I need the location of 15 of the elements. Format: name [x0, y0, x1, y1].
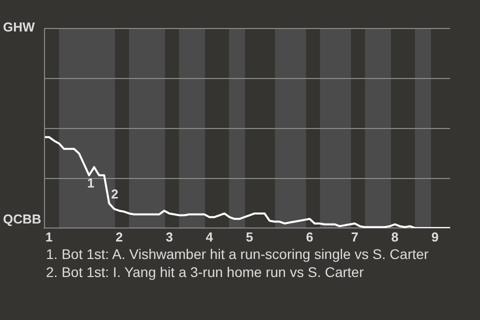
x-tick-label: 9: [431, 229, 439, 244]
x-tick-label: 4: [206, 229, 214, 244]
text: QCBB: [3, 212, 42, 227]
x-tick-label: 6: [306, 229, 314, 244]
x-tick-label: 3: [166, 229, 173, 244]
x-tick-label: 8: [391, 229, 398, 244]
annotation: 2: [111, 186, 118, 202]
x-tick-label: 5: [246, 229, 254, 244]
text: 2. Bot 1st: I. Yang hit a 3-run home run vs S. Carter: [46, 263, 365, 281]
annotation: 1: [87, 175, 94, 190]
x-tick-label: 2: [116, 229, 123, 244]
x-tick-label: 1: [45, 229, 53, 244]
text: 1. Bot 1st: A. Vishwamber hit a run-scoring single vs S. Carter: [46, 245, 430, 263]
text: GHW: [3, 20, 36, 35]
x-tick-label: 7: [351, 229, 358, 244]
